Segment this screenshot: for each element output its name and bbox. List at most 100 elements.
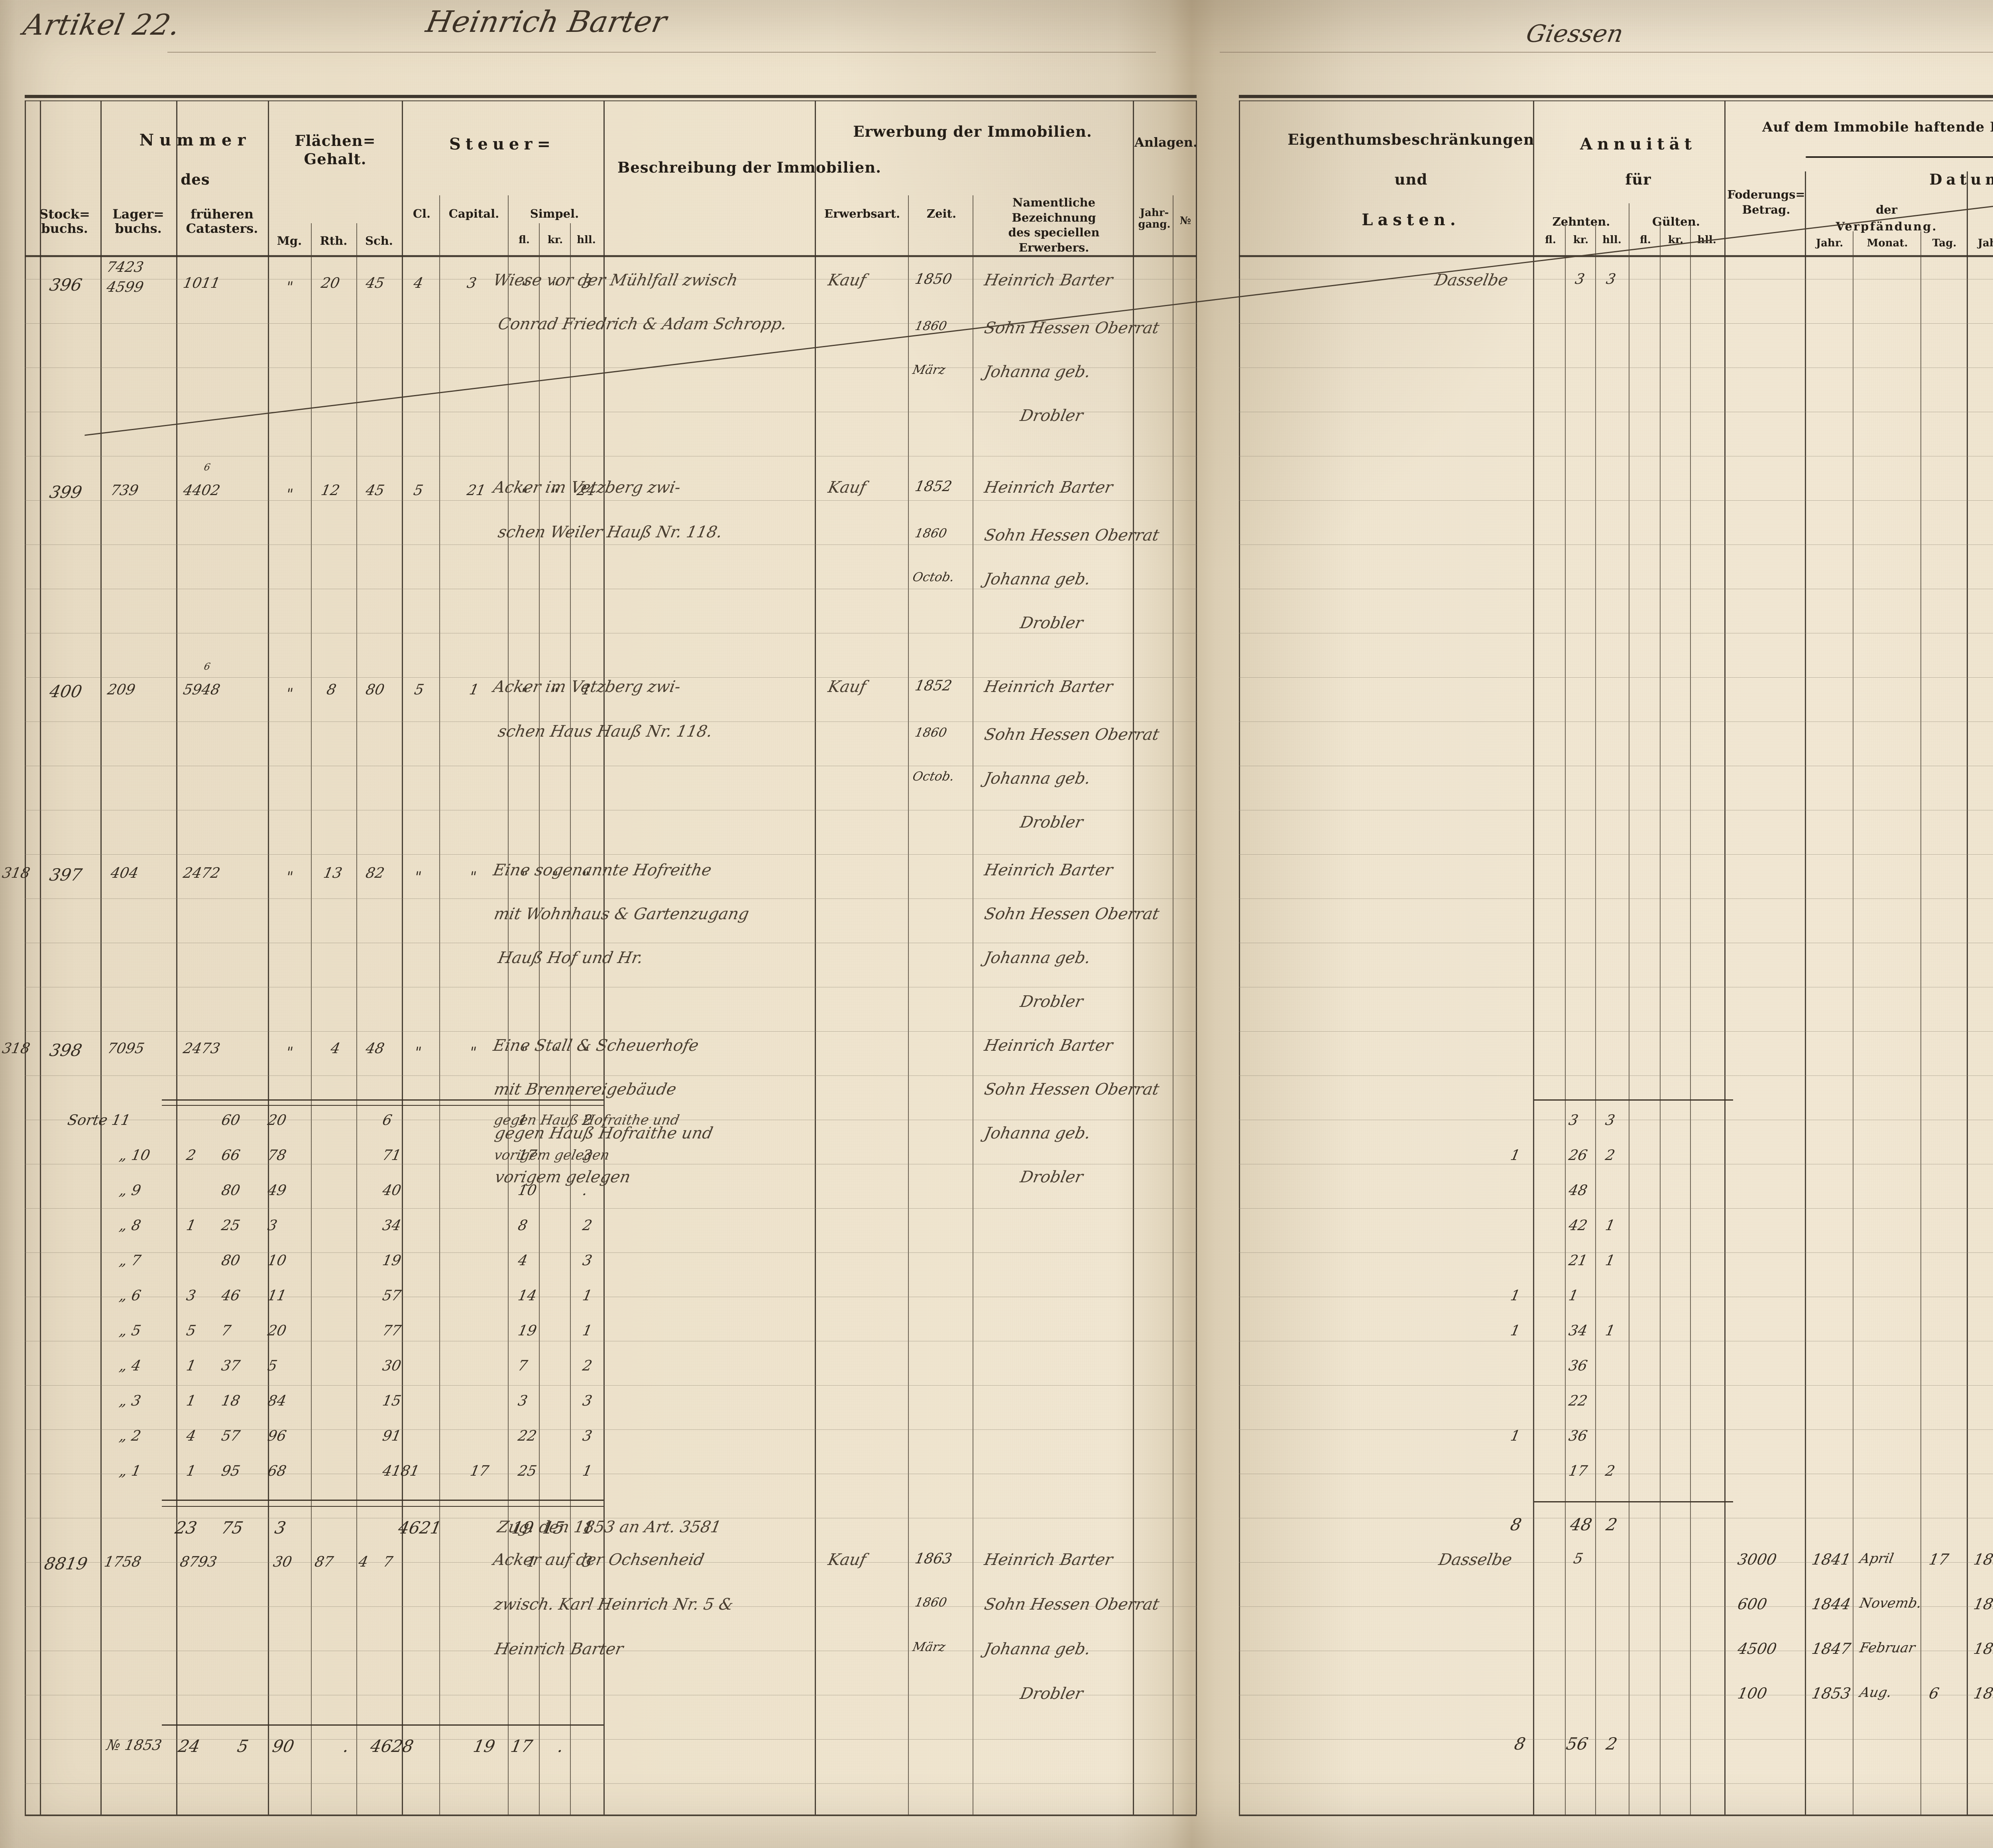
class-summary-note: gegen Hauß Hofraithe und — [493, 1112, 681, 1128]
pfandrecht-v-monat: April — [1858, 1551, 1895, 1567]
class-summary-capital: 40 — [381, 1182, 403, 1199]
mortgage-zeit: März — [911, 1640, 947, 1654]
annuitaet-ann-hll: 3 — [1604, 1112, 1616, 1128]
class-summary-mg: 1 — [185, 1358, 197, 1374]
annuitaet-ann-kr: 3 — [1567, 1112, 1580, 1128]
annuitaet-ann-fl: 1 — [1509, 1428, 1521, 1444]
class-summary-simpel-kr: 8 — [517, 1217, 529, 1234]
class-summary-label: „ 4 — [118, 1358, 142, 1374]
row-zeit: 1860 — [914, 526, 948, 541]
header-nummer: Nummer — [139, 131, 252, 149]
pfandrecht-betrag: 100 — [1736, 1685, 1769, 1702]
class-summary-rth: 57 — [220, 1428, 242, 1444]
row-erwerber: Johanna geb. — [983, 570, 1092, 588]
row-lagerbuchs: 7095 — [106, 1040, 146, 1057]
row-capital: " — [468, 1044, 478, 1061]
row-lagerbuchs-top: 7423 — [105, 259, 145, 275]
row-rth: 4 — [329, 1040, 342, 1057]
pfandrecht-l-jahr: 1856 — [1972, 1551, 1993, 1568]
annuitaet-ann-hll: 2 — [1604, 1463, 1616, 1479]
ruling-line — [1239, 323, 1993, 324]
ruling-line — [1239, 1783, 1993, 1784]
ruling-line — [25, 854, 1197, 855]
class-summary-label: „ 1 — [118, 1463, 142, 1479]
row-zeit: 1850 — [914, 271, 953, 287]
row-zeit: 1860 — [914, 319, 948, 333]
final-total-label: № 1853 — [105, 1737, 163, 1754]
class-summary-bottom-rule — [162, 1500, 603, 1501]
class-summary-label: „ 8 — [118, 1217, 142, 1234]
header-losch-jahr: Jahr. — [1977, 237, 1993, 249]
mortgage-erwerber: Sohn Hessen Oberrat — [983, 1595, 1161, 1614]
annuitaet-ann-fl: 1 — [1509, 1323, 1521, 1339]
pfandrecht-v-tag: 6 — [1927, 1685, 1941, 1702]
header-verpfaendung: Verpfändung. — [1836, 220, 1938, 233]
header-guelten-fl: fl. — [1640, 234, 1651, 246]
owner-heading: Heinrich Barter — [423, 5, 670, 39]
class-summary-simpel-kr: 4 — [517, 1252, 529, 1269]
header-cl: Cl. — [413, 207, 431, 220]
class-summary-label: „ 3 — [118, 1393, 142, 1409]
ruling-line — [1239, 1252, 1993, 1253]
header-zehnten-kr: kr. — [1573, 234, 1589, 246]
class-total-rth: 75 — [220, 1518, 245, 1537]
row-catasters: 4402 — [182, 482, 222, 499]
ruling-line — [25, 500, 1197, 501]
row-stockbuchs: 397 — [48, 865, 84, 885]
row-lagerbuchs: 739 — [109, 482, 140, 499]
row-sch: 45 — [364, 482, 386, 499]
class-summary-label: „ 2 — [118, 1428, 142, 1444]
pfandrecht-betrag: 4500 — [1736, 1640, 1778, 1657]
row-lagerbuchs: 209 — [106, 682, 137, 698]
pfandrecht-v-tag: 17 — [1927, 1551, 1950, 1568]
row-rth: 20 — [320, 275, 341, 291]
header-guelten: Gülten. — [1652, 215, 1700, 228]
row-mg: " — [285, 869, 295, 885]
final-total-simpel-kr: 17 — [509, 1736, 535, 1756]
class-summary-rth: 18 — [220, 1393, 242, 1409]
row-stockbuchs: 396 — [48, 275, 84, 295]
mortgage-erwerber: Johanna geb. — [983, 1640, 1092, 1658]
ruling-line — [1239, 1208, 1993, 1209]
header-verpf-tag: Tag. — [1932, 237, 1957, 249]
annuitaet-ann-kr: 36 — [1567, 1428, 1589, 1444]
pfandrecht-v-monat: Novemb. — [1858, 1595, 1923, 1611]
class-summary-top-rule2 — [162, 1105, 603, 1106]
row-beschreibung-line: Eine Stall & Scheuerhofe — [491, 1036, 700, 1055]
final-total-sch: 90 — [271, 1736, 296, 1756]
header-lagerbuchs: Lager= buchs. — [112, 206, 164, 236]
annuitaet-ann-kr: 1 — [1567, 1288, 1580, 1304]
ruling-line — [25, 1562, 1197, 1563]
mortgage-erwerbsart: Kauf — [826, 1551, 868, 1569]
mortgage-sch: 87 — [313, 1554, 335, 1570]
mortgage-ann-kr: 5 — [1572, 1551, 1584, 1567]
row-zeit: 1852 — [914, 478, 953, 495]
header-mg: Mg. — [277, 234, 302, 248]
row-erwerber: Johanna geb. — [983, 949, 1092, 967]
row-rth: 8 — [325, 682, 338, 698]
row-erwerber: Johanna geb. — [983, 769, 1092, 788]
ruling-line — [1239, 500, 1993, 501]
pfandrecht-v-jahr: 1847 — [1810, 1640, 1852, 1657]
header-zehnten: Zehnten. — [1552, 215, 1610, 228]
mortgage-catasters: 8793 — [179, 1554, 218, 1570]
pfandrecht-l-jahr: 1857 — [1972, 1685, 1993, 1702]
row-erwerber: Heinrich Barter — [983, 678, 1114, 696]
class-summary-rth: 66 — [220, 1147, 242, 1164]
row-erwerbsart: Kauf — [826, 678, 868, 696]
row-erwerber: Johanna geb. — [983, 363, 1092, 381]
row-mg: " — [285, 1044, 295, 1061]
ruling-line — [1239, 898, 1993, 899]
row-beschreibung-line: Wiese vor der Mühlfall zwisch — [491, 271, 739, 289]
row-erwerber: Heinrich Barter — [983, 861, 1114, 879]
class-summary-simpel-kr: 14 — [517, 1288, 538, 1304]
header-zehnten-fl: fl. — [1545, 234, 1556, 246]
row-beschreibung-line: Hauß Hof und Hr. — [496, 949, 645, 967]
row-erwerber: Heinrich Barter — [983, 1036, 1114, 1055]
ruling-line — [25, 1075, 1197, 1076]
ruling-line — [1239, 1075, 1993, 1076]
class-summary-mg: 2 — [185, 1147, 197, 1164]
row-zeit: Octob. — [911, 570, 956, 584]
row-margin-note: 318 — [1, 865, 31, 881]
row-catasters: 2473 — [182, 1040, 222, 1057]
